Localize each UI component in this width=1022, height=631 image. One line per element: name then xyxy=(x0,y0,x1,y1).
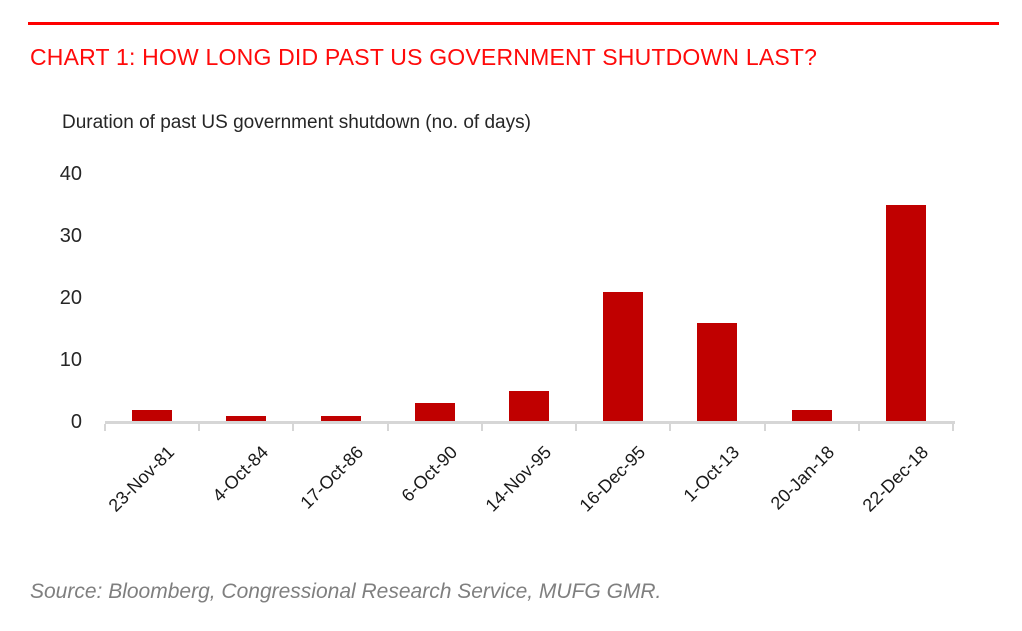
x-tick-label: 4-Oct-84 xyxy=(208,442,273,506)
bar xyxy=(885,205,926,422)
x-tick-label: 1-Oct-13 xyxy=(679,442,744,506)
x-tick-label: 14-Nov-95 xyxy=(481,442,556,516)
y-tick-label: 30 xyxy=(59,225,82,247)
source-note: Source: Bloomberg, Congressional Researc… xyxy=(30,580,662,603)
bar xyxy=(132,409,173,422)
chart-title: CHART 1: HOW LONG DID PAST US GOVERNMENT… xyxy=(30,44,818,70)
x-axis-line xyxy=(105,421,955,424)
axis-tick xyxy=(104,424,106,431)
axis-tick xyxy=(387,424,389,431)
bar xyxy=(791,409,832,422)
x-tick-label: 22-Dec-18 xyxy=(858,442,933,516)
x-tick-label: 16-Dec-95 xyxy=(575,442,650,516)
top-rule xyxy=(28,22,999,25)
plot-area xyxy=(105,174,953,422)
x-tick-label: 20-Jan-18 xyxy=(766,442,838,514)
y-tick-label: 0 xyxy=(70,411,82,433)
y-tick-label: 20 xyxy=(59,287,82,309)
x-tick-label: 23-Nov-81 xyxy=(104,442,179,516)
y-tick-label: 10 xyxy=(59,349,82,371)
x-axis-labels: 23-Nov-81 4-Oct-84 17-Oct-86 6-Oct-90 14-Nov… xyxy=(105,434,953,544)
axis-tick xyxy=(198,424,200,431)
axis-tick xyxy=(481,424,483,431)
axis-tick xyxy=(764,424,766,431)
axis-tick xyxy=(669,424,671,431)
chart-subtitle: Duration of past US government shutdown … xyxy=(62,112,531,133)
axis-tick xyxy=(952,424,954,431)
bar xyxy=(697,322,738,422)
y-tick-label: 40 xyxy=(59,163,82,185)
axis-tick xyxy=(858,424,860,431)
axis-tick xyxy=(292,424,294,431)
bar xyxy=(414,403,455,422)
axis-tick xyxy=(575,424,577,431)
bar xyxy=(226,415,267,422)
bar xyxy=(320,415,361,422)
x-tick-label: 6-Oct-90 xyxy=(397,442,461,506)
x-tick-label: 17-Oct-86 xyxy=(295,442,367,513)
bar xyxy=(509,391,549,422)
bar xyxy=(603,291,644,422)
